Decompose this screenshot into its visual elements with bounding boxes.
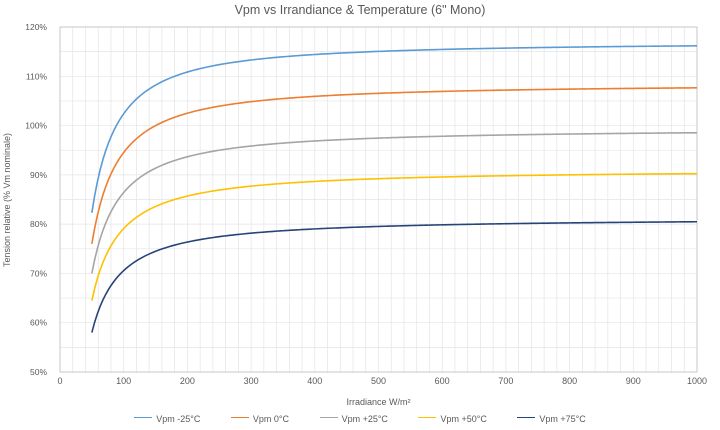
svg-text:60%: 60%	[30, 318, 47, 328]
svg-text:200: 200	[180, 376, 195, 386]
svg-text:800: 800	[562, 376, 577, 386]
svg-text:500: 500	[371, 376, 386, 386]
svg-text:120%: 120%	[25, 22, 47, 32]
svg-text:600: 600	[435, 376, 450, 386]
svg-text:70%: 70%	[30, 268, 47, 278]
svg-text:1000: 1000	[687, 376, 707, 386]
svg-text:900: 900	[626, 376, 641, 386]
svg-text:110%: 110%	[26, 71, 48, 81]
svg-text:50%: 50%	[30, 367, 47, 377]
svg-text:100: 100	[116, 376, 131, 386]
svg-text:700: 700	[498, 376, 513, 386]
svg-text:300: 300	[244, 376, 259, 386]
svg-text:400: 400	[307, 376, 322, 386]
svg-text:100%: 100%	[25, 121, 47, 131]
svg-text:80%: 80%	[30, 219, 47, 229]
svg-text:0: 0	[57, 376, 62, 386]
svg-text:90%: 90%	[30, 170, 47, 180]
